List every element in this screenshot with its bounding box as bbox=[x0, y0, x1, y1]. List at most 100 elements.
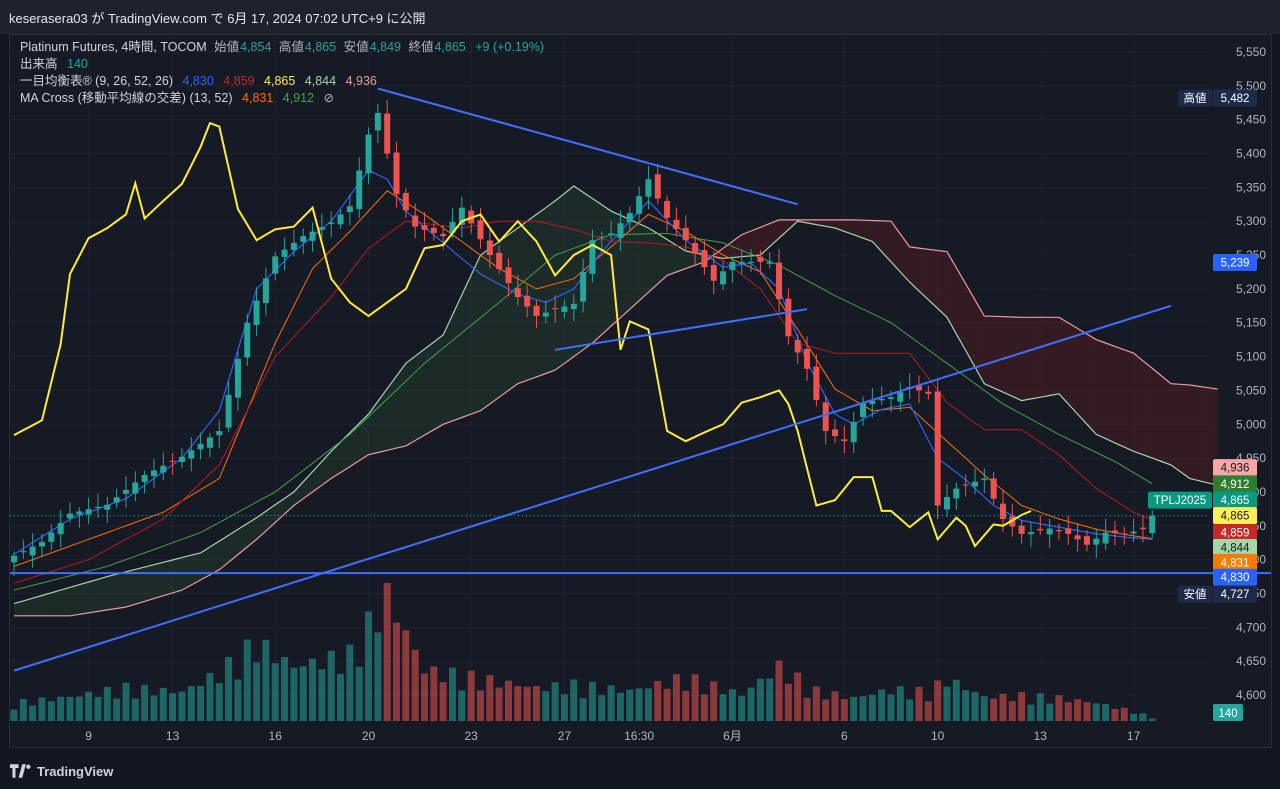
legend-volume[interactable]: 出来高 140 bbox=[20, 56, 544, 73]
price-tag-value: 4,844 bbox=[1221, 542, 1250, 554]
volume-bar bbox=[504, 680, 512, 721]
cloud-segment bbox=[601, 204, 612, 335]
y-tick-label: 5,050 bbox=[1236, 383, 1266, 397]
cloud-segment bbox=[200, 546, 210, 580]
volume-bar bbox=[290, 667, 298, 721]
legend-main[interactable]: Platinum Futures, 4時間, TOCOM 始値4,854 高値4… bbox=[20, 39, 544, 56]
candle-body bbox=[878, 398, 885, 401]
cloud-segment bbox=[88, 579, 98, 613]
cloud-segment bbox=[517, 221, 528, 384]
price-tag: 4,830 bbox=[1213, 568, 1257, 586]
volume-bar bbox=[654, 681, 662, 721]
candle-body bbox=[132, 482, 139, 494]
price-tag-box bbox=[1213, 585, 1257, 603]
legend-ma-cross[interactable]: MA Cross (移動平均線の交差) (13, 52) 4,831 4,912… bbox=[20, 90, 544, 107]
volume-tag-value: 140 bbox=[1218, 708, 1237, 720]
candle-body bbox=[346, 206, 353, 213]
volume-bar bbox=[430, 666, 438, 721]
volume-bar bbox=[103, 686, 111, 721]
legend: Platinum Futures, 4時間, TOCOM 始値4,854 高値4… bbox=[20, 39, 544, 107]
price-tag-label: TPLJ2025 bbox=[1154, 495, 1206, 507]
top-bar: keserasera03 が TradingView.com で 6月 17, … bbox=[0, 0, 1280, 34]
volume-bar bbox=[94, 696, 102, 721]
candle-body bbox=[552, 308, 559, 310]
cloud-segment bbox=[545, 200, 556, 374]
volume-bar bbox=[868, 694, 876, 721]
price-tag-box bbox=[1213, 89, 1257, 107]
tradingview-logo[interactable]: TradingView bbox=[10, 763, 113, 779]
candle-body bbox=[188, 450, 195, 459]
candle-body bbox=[589, 240, 596, 274]
candle-body bbox=[393, 152, 400, 195]
candle-body bbox=[934, 391, 941, 506]
volume-bar bbox=[738, 695, 746, 721]
cloud-segment bbox=[1096, 339, 1106, 439]
price-tag: 4,936 bbox=[1213, 459, 1257, 477]
hidden-eye-icon[interactable]: ⊘ bbox=[323, 91, 335, 105]
candle-body bbox=[384, 113, 391, 154]
cloud-segment bbox=[853, 219, 864, 239]
volume-bar bbox=[980, 696, 988, 721]
candle-body bbox=[281, 249, 288, 257]
volume-bar bbox=[337, 673, 345, 721]
volume-bar bbox=[560, 694, 568, 721]
volume-bar bbox=[495, 687, 503, 721]
volume-bar bbox=[234, 679, 242, 721]
volume-bar bbox=[449, 667, 457, 721]
cloud-segment bbox=[60, 587, 70, 616]
volume-tag-box bbox=[1213, 704, 1243, 721]
cloud-segment bbox=[1124, 349, 1134, 452]
candle-body bbox=[720, 271, 727, 285]
price-tag-value: 5,482 bbox=[1221, 93, 1250, 105]
price-tag-box bbox=[1213, 553, 1257, 571]
ma-fast-value: 4,831 bbox=[242, 91, 274, 105]
cloud-segment bbox=[1152, 368, 1162, 462]
volume-bar bbox=[747, 687, 755, 721]
volume-bar bbox=[896, 686, 904, 721]
cloud-segment bbox=[751, 227, 761, 256]
cloud-segment bbox=[331, 442, 341, 479]
cloud-segment bbox=[1086, 334, 1097, 435]
candle-body bbox=[636, 196, 643, 214]
low-value: 4,849 bbox=[369, 40, 401, 54]
volume-bar bbox=[962, 690, 970, 721]
volume-bar bbox=[1148, 718, 1156, 721]
volume-bar bbox=[924, 701, 932, 721]
volume-bar bbox=[728, 689, 736, 721]
volume-bar bbox=[1064, 702, 1072, 721]
cloud-segment bbox=[125, 569, 136, 608]
candle-body bbox=[850, 421, 857, 443]
candle-body bbox=[57, 523, 64, 535]
candle-body bbox=[757, 256, 764, 262]
cloud-segment bbox=[863, 220, 873, 242]
cloud-segment bbox=[433, 334, 444, 430]
cloud-segment bbox=[303, 471, 313, 499]
volume-bar bbox=[122, 682, 130, 721]
price-chart[interactable]: 4,6004,6504,7004,7504,8004,8504,9004,950… bbox=[10, 35, 1272, 748]
ichimoku-label[interactable]: 一目均衡表® (9, 26, 52, 26) bbox=[20, 74, 174, 88]
candle-body bbox=[542, 312, 549, 317]
price-tag: 4,865 bbox=[1213, 507, 1257, 525]
cloud-segment bbox=[1189, 385, 1199, 481]
candle-body bbox=[328, 222, 335, 225]
volume-bar bbox=[532, 685, 540, 721]
cloud-segment bbox=[676, 245, 686, 272]
cloud-segment bbox=[956, 267, 966, 351]
chart-frame[interactable]: 4,6004,6504,7004,7504,8004,8504,9004,950… bbox=[9, 34, 1272, 748]
candle-body bbox=[766, 261, 773, 264]
symbol-name[interactable]: Platinum Futures, 4時間, TOCOM bbox=[20, 40, 207, 54]
volume-label[interactable]: 出来高 bbox=[20, 57, 58, 71]
cloud-segment bbox=[947, 251, 957, 334]
volume-bar bbox=[775, 660, 783, 721]
y-tick-label: 5,200 bbox=[1236, 282, 1266, 296]
cloud-segment bbox=[1170, 383, 1181, 472]
price-tag-value: 5,239 bbox=[1221, 257, 1250, 269]
y-tick-label: 5,350 bbox=[1236, 180, 1266, 194]
x-tick-label: 10 bbox=[931, 729, 945, 743]
cloud-segment bbox=[741, 231, 752, 257]
ma-cross-label[interactable]: MA Cross (移動平均線の交差) (13, 52) bbox=[20, 91, 233, 105]
candle-body bbox=[11, 555, 17, 563]
price-tag-label: 高値 bbox=[1184, 91, 1207, 105]
legend-ichimoku[interactable]: 一目均衡表® (9, 26, 52, 26) 4,830 4,859 4,865… bbox=[20, 73, 544, 90]
price-tag: 5,239 bbox=[1213, 253, 1257, 271]
